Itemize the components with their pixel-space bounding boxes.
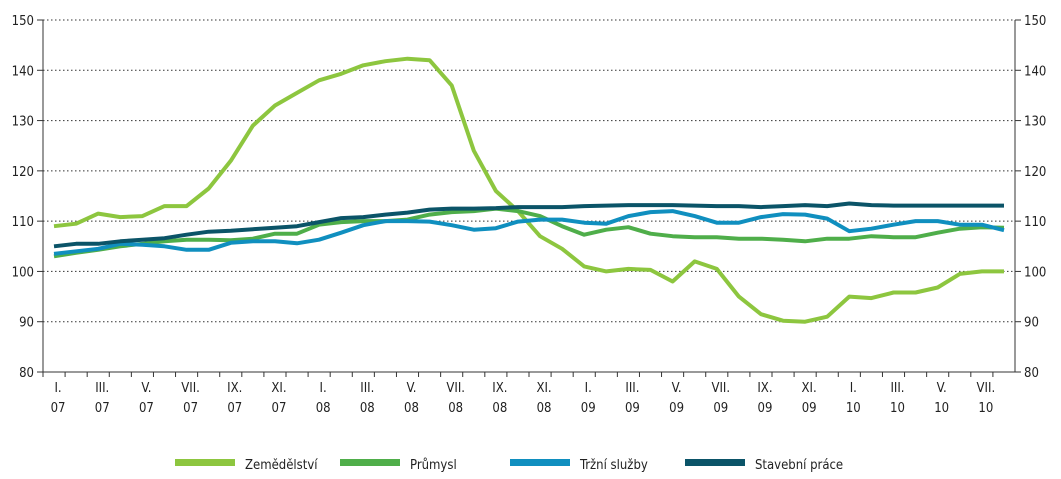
x-tick-label: XI. 08 (536, 381, 551, 416)
y-tick-label: 150 (12, 14, 34, 29)
y2-tick-label: 140 (1024, 64, 1046, 79)
x-tick-label: V. 09 (669, 381, 684, 416)
x-tick-label: III. 10 (890, 381, 905, 416)
y2-tick-label: 100 (1024, 265, 1046, 280)
x-tick-label: III. 09 (625, 381, 640, 416)
legend-label: Stavební práce (755, 458, 843, 473)
series-line (53, 206, 1005, 259)
series-line (53, 201, 1004, 249)
legend-swatch (685, 459, 745, 466)
y2-tick-label: 90 (1024, 316, 1039, 331)
y-tick-label: 140 (12, 64, 34, 79)
legend-label: Tržní služby (579, 458, 648, 473)
series-line (53, 209, 1005, 256)
legend-label: Průmysl (410, 458, 457, 473)
x-tick-label: VII. 09 (711, 381, 730, 416)
y-tick-label: 110 (12, 215, 34, 230)
legend-swatch (510, 459, 570, 466)
y2-tick-label: 110 (1024, 215, 1046, 230)
x-tick-label: V. 07 (139, 381, 154, 416)
x-tick-label: I. 10 (846, 381, 861, 416)
x-tick-label: IX. 09 (757, 381, 772, 416)
series-line (53, 56, 1004, 324)
y-tick-label: 120 (12, 165, 34, 180)
x-tick-label: VII. 07 (181, 381, 200, 416)
x-tick-label: VII. 10 (977, 381, 996, 416)
x-tick-label: V. 10 (934, 381, 949, 416)
x-tick-label: XI. 07 (271, 381, 286, 416)
legend-swatch (340, 459, 400, 466)
x-tick-label: I. 08 (316, 381, 331, 416)
y2-tick-label: 80 (1024, 366, 1039, 381)
x-tick-label: VII. 08 (446, 381, 465, 416)
y2-tick-label: 120 (1024, 165, 1046, 180)
y2-tick-label: 150 (1024, 14, 1046, 29)
x-tick-label: I. 07 (51, 381, 66, 416)
y-tick-label: 90 (19, 316, 34, 331)
legend-swatch (175, 459, 235, 466)
y-tick-label: 130 (12, 115, 34, 130)
x-tick-label: III. 07 (95, 381, 110, 416)
x-tick-label: IX. 07 (227, 381, 242, 416)
y-tick-label: 80 (19, 366, 34, 381)
legend-label: Zemědělství (245, 458, 318, 473)
x-tick-label: V. 08 (404, 381, 419, 416)
x-tick-label: I. 09 (581, 381, 596, 416)
y-tick-label: 100 (12, 265, 34, 280)
x-tick-label: III. 08 (360, 381, 375, 416)
x-tick-label: XI. 09 (802, 381, 817, 416)
x-tick-label: IX. 08 (492, 381, 507, 416)
y2-tick-label: 130 (1024, 115, 1046, 130)
